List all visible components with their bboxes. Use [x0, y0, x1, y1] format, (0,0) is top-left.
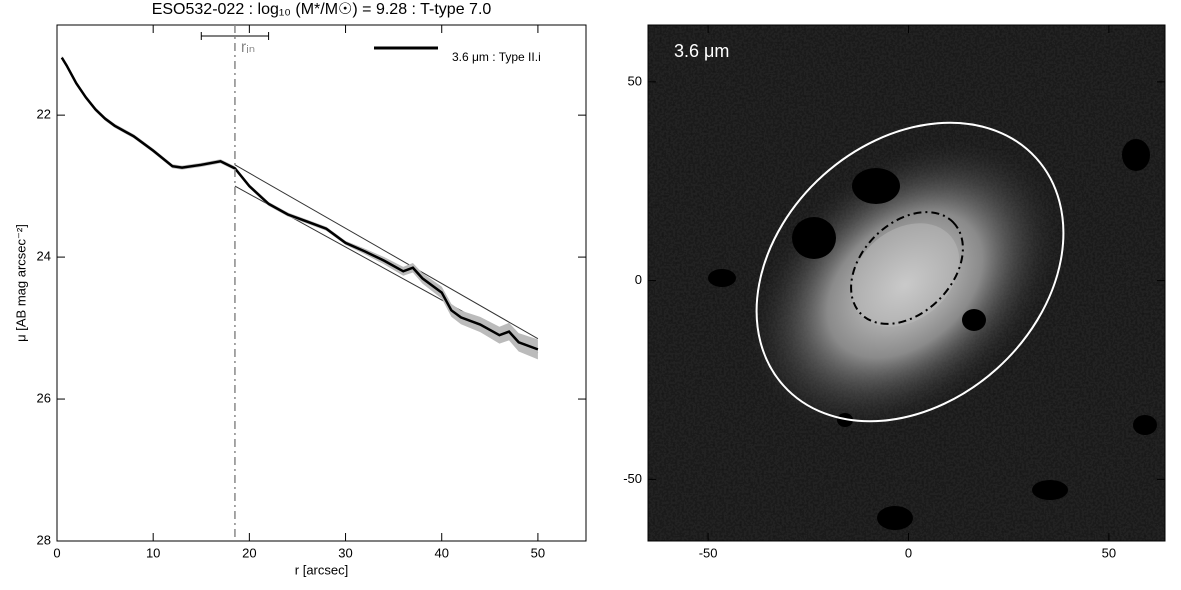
profile-panel: 0 10 20 30 40 50 22 24 26 28 ESO532-022 : log₁₀ (M…: [13, 1, 587, 577]
x-tick-label: 0: [53, 545, 60, 560]
x-tick-label: 20: [242, 545, 256, 560]
x-axis-label: r [arcsec]: [295, 562, 348, 577]
x-tick-label: 0: [905, 545, 912, 560]
x-tick-label: 50: [531, 545, 545, 560]
galaxy-image: [648, 25, 1165, 541]
marker-label: rᵢₙ: [241, 39, 255, 56]
image-label: 3.6 μm: [674, 41, 729, 61]
y-tick-label: 0: [635, 272, 642, 287]
x-tick-label: 10: [146, 545, 160, 560]
chart-title: ESO532-022 : log₁₀ (M*/M☉) = 9.28 : T-ty…: [152, 1, 492, 18]
y-tick-label: 22: [37, 107, 51, 122]
fit-line: [234, 164, 539, 340]
legend-label: 3.6 μm : Type II.i: [452, 50, 541, 64]
image-panel: -50 0 50 -50 0 50 3.6 μm: [623, 24, 1166, 560]
y-tick-label: 50: [628, 73, 642, 88]
plot-frame: [647, 24, 1166, 542]
y-tick-label: 26: [37, 390, 51, 405]
profile-line: [60, 56, 539, 351]
y-tick-label: 28: [37, 532, 51, 547]
y-tick-label: 24: [37, 249, 51, 264]
x-tick-label: 50: [1102, 545, 1116, 560]
profile-band: [61, 55, 538, 360]
plot-frame: [56, 24, 587, 542]
y-tick-label: -50: [623, 471, 642, 486]
y-axis-label: μ [AB mag arcsec⁻²]: [13, 224, 28, 342]
x-tick-label: -50: [699, 545, 718, 560]
x-tick-label: 40: [434, 545, 448, 560]
x-tick-label: 30: [338, 545, 352, 560]
